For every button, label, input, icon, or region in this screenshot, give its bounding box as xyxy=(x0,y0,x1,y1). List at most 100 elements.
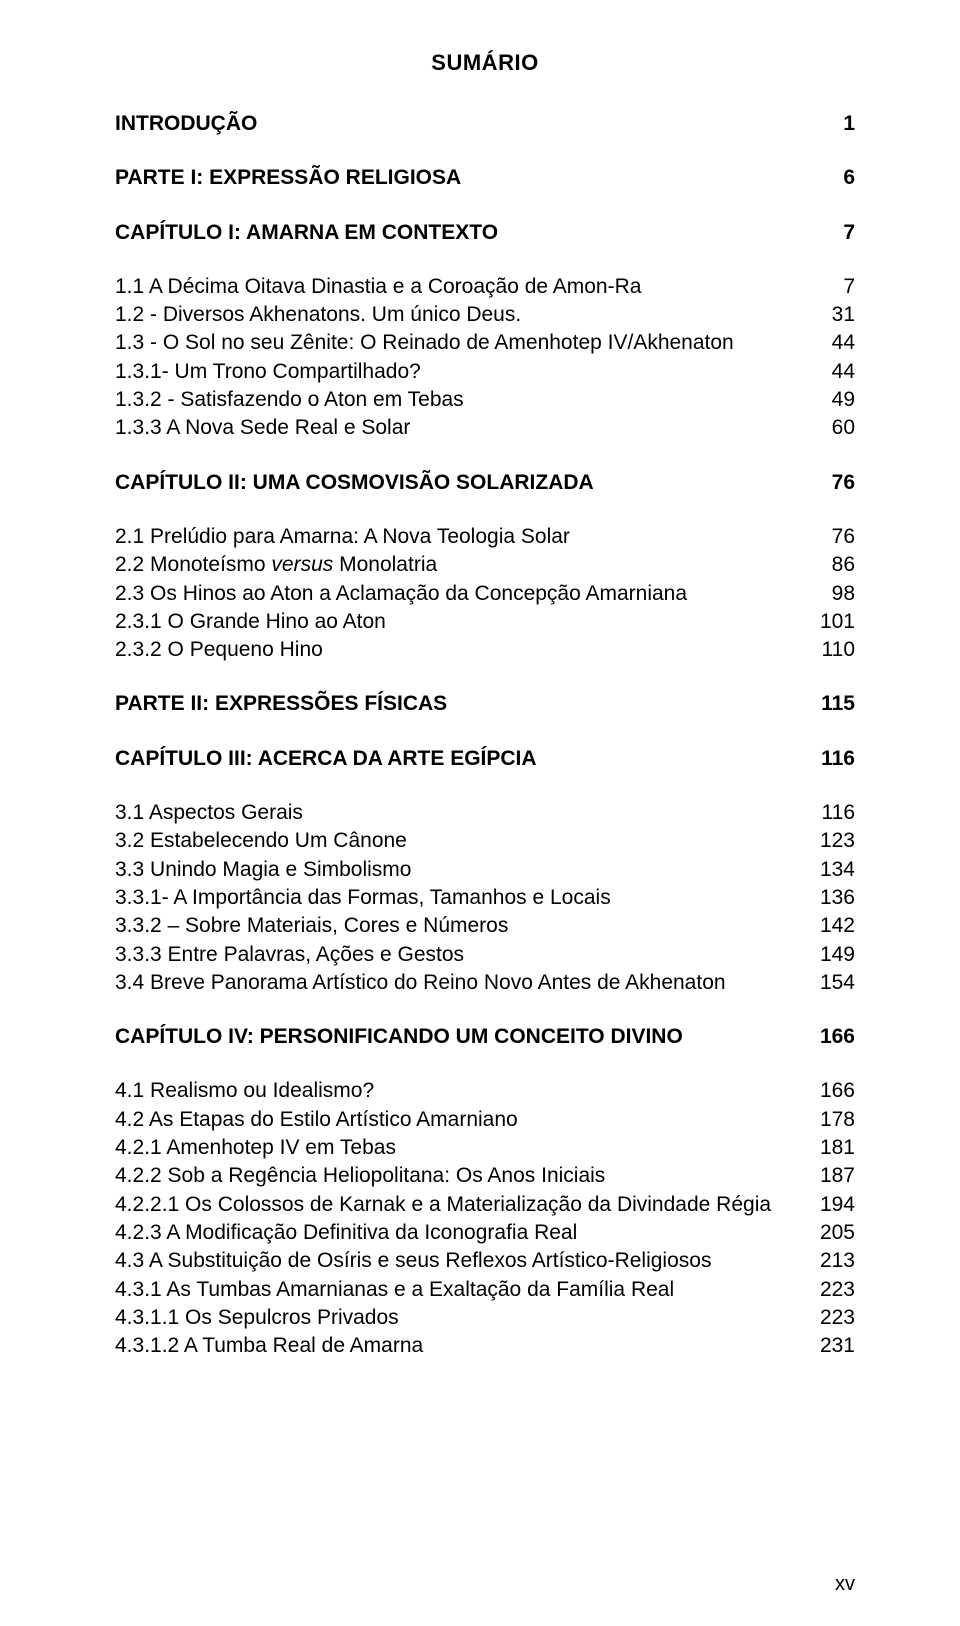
toc-entry-label: 1.2 - Diversos Akhenatons. Um único Deus… xyxy=(115,301,832,328)
toc-entry-label: 1.1 A Décima Oitava Dinastia e a Coroaçã… xyxy=(115,273,843,300)
toc-entry: 2.3 Os Hinos ao Aton a Aclamação da Conc… xyxy=(115,580,855,607)
toc-entry-label: 4.3.1.1 Os Sepulcros Privados xyxy=(115,1304,820,1331)
toc-entry: INTRODUÇÃO1 xyxy=(115,110,855,137)
toc-entry: 3.2 Estabelecendo Um Cânone123 xyxy=(115,827,855,854)
toc-entry: 4.2 As Etapas do Estilo Artístico Amarni… xyxy=(115,1106,855,1133)
toc-entry-label: 3.1 Aspectos Gerais xyxy=(115,799,822,826)
toc-entry-label: 4.3 A Substituição de Osíris e seus Refl… xyxy=(115,1247,820,1274)
toc-entry-label: 3.3.2 – Sobre Materiais, Cores e Números xyxy=(115,912,820,939)
toc-entry: 1.1 A Décima Oitava Dinastia e a Coroaçã… xyxy=(115,273,855,300)
toc-entry-page: 213 xyxy=(820,1247,855,1274)
toc-entry-label: PARTE I: EXPRESSÃO RELIGIOSA xyxy=(115,164,843,191)
toc-entry: 4.3 A Substituição de Osíris e seus Refl… xyxy=(115,1247,855,1274)
toc-entry-page: 110 xyxy=(822,636,855,663)
toc-entry-label: 4.2.3 A Modificação Definitiva da Iconog… xyxy=(115,1219,820,1246)
toc-entry-page: 44 xyxy=(832,329,855,356)
toc-entry-label: 2.2 Monoteísmo versus Monolatria xyxy=(115,551,832,578)
toc-entry-page: 115 xyxy=(821,690,855,717)
toc-entry-page: 123 xyxy=(820,827,855,854)
toc-entry: CAPÍTULO II: UMA COSMOVISÃO SOLARIZADA76 xyxy=(115,469,855,496)
toc-entry-label: 4.3.1.2 A Tumba Real de Amarna xyxy=(115,1332,820,1359)
page-number: xv xyxy=(835,1573,855,1596)
toc-entry: 2.2 Monoteísmo versus Monolatria86 xyxy=(115,551,855,578)
toc-entry: 2.3.1 O Grande Hino ao Aton101 xyxy=(115,608,855,635)
toc-entry-label: 3.2 Estabelecendo Um Cânone xyxy=(115,827,820,854)
toc-entry: 4.1 Realismo ou Idealismo?166 xyxy=(115,1077,855,1104)
toc-entry-page: 181 xyxy=(820,1134,855,1161)
toc-entry: CAPÍTULO I: AMARNA EM CONTEXTO7 xyxy=(115,219,855,246)
toc-entry: 4.2.2 Sob a Regência Heliopolitana: Os A… xyxy=(115,1162,855,1189)
toc-entry-page: 6 xyxy=(843,164,855,191)
section-gap xyxy=(115,719,855,745)
section-gap xyxy=(115,997,855,1023)
toc-entry-page: 223 xyxy=(820,1276,855,1303)
section-gap xyxy=(115,664,855,690)
toc-entry: 4.2.3 A Modificação Definitiva da Iconog… xyxy=(115,1219,855,1246)
toc-entry-page: 166 xyxy=(820,1023,855,1050)
section-gap xyxy=(115,443,855,469)
toc-entry-page: 142 xyxy=(820,912,855,939)
section-gap xyxy=(115,247,855,273)
toc-entry: PARTE I: EXPRESSÃO RELIGIOSA6 xyxy=(115,164,855,191)
toc-entry-label: CAPÍTULO IV: PERSONIFICANDO UM CONCEITO … xyxy=(115,1023,820,1050)
toc-entry-page: 31 xyxy=(832,301,855,328)
toc-entry: 1.3.3 A Nova Sede Real e Solar60 xyxy=(115,414,855,441)
toc-entry-label: 1.3.1- Um Trono Compartilhado? xyxy=(115,358,832,385)
toc-entry: 2.3.2 O Pequeno Hino110 xyxy=(115,636,855,663)
toc-entry: 1.3.2 - Satisfazendo o Aton em Tebas49 xyxy=(115,386,855,413)
toc-entry-label: CAPÍTULO I: AMARNA EM CONTEXTO xyxy=(115,219,843,246)
toc-entry-label: 3.3 Unindo Magia e Simbolismo xyxy=(115,856,820,883)
document-page: SUMÁRIO INTRODUÇÃO1PARTE I: EXPRESSÃO RE… xyxy=(0,0,960,1626)
toc-entry-label: 1.3.3 A Nova Sede Real e Solar xyxy=(115,414,832,441)
toc-entry: 4.3.1 As Tumbas Amarnianas e a Exaltação… xyxy=(115,1276,855,1303)
toc-entry: CAPÍTULO III: ACERCA DA ARTE EGÍPCIA116 xyxy=(115,745,855,772)
toc-entry-label: CAPÍTULO II: UMA COSMOVISÃO SOLARIZADA xyxy=(115,469,832,496)
toc-entry: 3.3.1- A Importância das Formas, Tamanho… xyxy=(115,884,855,911)
toc-entry-page: 205 xyxy=(820,1219,855,1246)
toc-entry: 4.3.1.1 Os Sepulcros Privados223 xyxy=(115,1304,855,1331)
toc-entry-label: 2.3.1 O Grande Hino ao Aton xyxy=(115,608,820,635)
toc-entry-page: 44 xyxy=(832,358,855,385)
toc-entry-page: 49 xyxy=(832,386,855,413)
toc-entry-page: 7 xyxy=(843,219,855,246)
toc-entry-label: 1.3 - O Sol no seu Zênite: O Reinado de … xyxy=(115,329,832,356)
toc-entry-page: 60 xyxy=(832,414,855,441)
toc-entry: 3.4 Breve Panorama Artístico do Reino No… xyxy=(115,969,855,996)
toc-entry-page: 178 xyxy=(820,1106,855,1133)
toc-entry: 2.1 Prelúdio para Amarna: A Nova Teologi… xyxy=(115,523,855,550)
toc-entry-page: 86 xyxy=(832,551,855,578)
toc-entry: 1.2 - Diversos Akhenatons. Um único Deus… xyxy=(115,301,855,328)
toc-entry-page: 194 xyxy=(820,1191,855,1218)
toc-entry-label: 4.2.2.1 Os Colossos de Karnak e a Materi… xyxy=(115,1191,820,1218)
toc-entry-label: 3.4 Breve Panorama Artístico do Reino No… xyxy=(115,969,820,996)
toc-entry: 1.3.1- Um Trono Compartilhado?44 xyxy=(115,358,855,385)
toc-entry-page: 231 xyxy=(820,1332,855,1359)
section-gap xyxy=(115,193,855,219)
toc-entry-page: 187 xyxy=(820,1162,855,1189)
toc-entry-label: 4.1 Realismo ou Idealismo? xyxy=(115,1077,820,1104)
toc-entry-label: 2.1 Prelúdio para Amarna: A Nova Teologi… xyxy=(115,523,832,550)
toc-entry-label: 2.3 Os Hinos ao Aton a Aclamação da Conc… xyxy=(115,580,832,607)
toc-entry: 3.3.2 – Sobre Materiais, Cores e Números… xyxy=(115,912,855,939)
toc-entry-page: 166 xyxy=(820,1077,855,1104)
section-gap xyxy=(115,1051,855,1077)
toc-entry-page: 116 xyxy=(821,745,855,772)
toc-entry-label: 4.2.1 Amenhotep IV em Tebas xyxy=(115,1134,820,1161)
toc-entry-label: PARTE II: EXPRESSÕES FÍSICAS xyxy=(115,690,821,717)
toc-entry-label: 2.3.2 O Pequeno Hino xyxy=(115,636,822,663)
toc-entry-page: 76 xyxy=(832,523,855,550)
toc-entry: 4.2.1 Amenhotep IV em Tebas181 xyxy=(115,1134,855,1161)
toc-entry: 3.1 Aspectos Gerais116 xyxy=(115,799,855,826)
toc-entry-page: 223 xyxy=(820,1304,855,1331)
toc-entry: 3.3 Unindo Magia e Simbolismo134 xyxy=(115,856,855,883)
toc-entry-page: 76 xyxy=(832,469,855,496)
toc-entry-page: 136 xyxy=(820,884,855,911)
toc-entry: PARTE II: EXPRESSÕES FÍSICAS115 xyxy=(115,690,855,717)
toc-label-part: 2.2 Monoteísmo xyxy=(115,553,271,576)
toc-label-part: Monolatria xyxy=(333,553,437,576)
table-of-contents: INTRODUÇÃO1PARTE I: EXPRESSÃO RELIGIOSA6… xyxy=(115,110,855,1359)
section-gap xyxy=(115,497,855,523)
toc-entry-label: INTRODUÇÃO xyxy=(115,110,843,137)
toc-entry-page: 7 xyxy=(843,273,855,300)
toc-entry-label: 4.3.1 As Tumbas Amarnianas e a Exaltação… xyxy=(115,1276,820,1303)
